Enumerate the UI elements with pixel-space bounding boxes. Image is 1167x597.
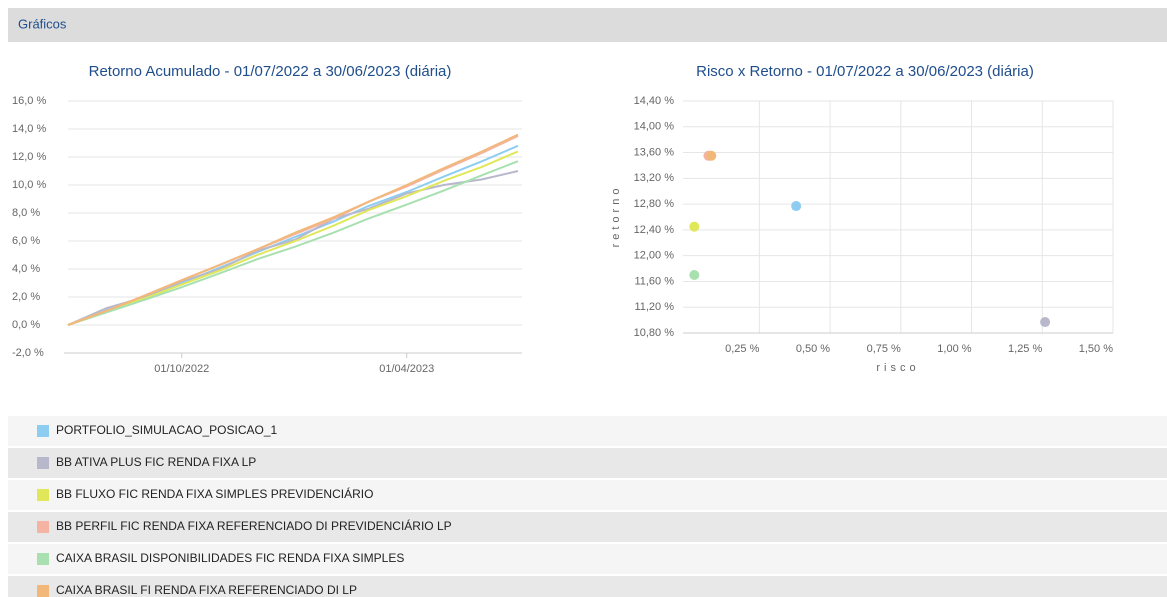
scatter-point bbox=[689, 270, 700, 280]
legend-label: CAIXA BRASIL FI RENDA FIXA REFERENCIADO … bbox=[56, 583, 357, 597]
series-line bbox=[67, 170, 519, 326]
legend-label: BB FLUXO FIC RENDA FIXA SIMPLES PREVIDEN… bbox=[56, 486, 373, 501]
y-tick-label: 0,0 % bbox=[12, 319, 40, 331]
y-tick-label: 14,00 % bbox=[634, 121, 675, 133]
y-tick-label: 8,0 % bbox=[12, 207, 40, 219]
series-line bbox=[67, 150, 519, 326]
legend-row bbox=[8, 416, 1167, 446]
y-tick-label: 12,40 % bbox=[634, 224, 675, 236]
legend-row bbox=[8, 480, 1167, 510]
y-tick-label: 14,40 % bbox=[634, 95, 675, 107]
legend-swatch bbox=[37, 585, 49, 597]
x-tick-label: 0,75 % bbox=[867, 343, 901, 355]
legend-row bbox=[8, 512, 1167, 542]
legend-swatch bbox=[37, 425, 49, 437]
x-tick-label: 1,50 % bbox=[1079, 343, 1113, 355]
y-axis-label: retorno bbox=[610, 185, 622, 248]
y-tick-label: 10,0 % bbox=[12, 179, 46, 191]
scatter-point bbox=[706, 150, 717, 161]
legend-label: BB PERFIL FIC RENDA FIXA REFERENCIADO DI… bbox=[56, 518, 452, 533]
x-tick-label: 0,25 % bbox=[725, 343, 759, 355]
legend-label: BB ATIVA PLUS FIC RENDA FIXA LP bbox=[56, 455, 256, 469]
header-title: Gráficos bbox=[18, 16, 67, 31]
scatter-point bbox=[791, 201, 802, 212]
y-tick-label: 4,0 % bbox=[12, 263, 40, 275]
y-tick-label: 12,00 % bbox=[634, 250, 675, 262]
legend-row bbox=[8, 544, 1167, 574]
y-tick-label: 10,80 % bbox=[634, 327, 675, 339]
y-tick-label: 12,0 % bbox=[12, 151, 46, 163]
y-tick-label: 14,0 % bbox=[12, 123, 46, 135]
legend-row bbox=[8, 576, 1167, 597]
x-axis-label: risco bbox=[876, 362, 919, 374]
y-tick-label: 13,60 % bbox=[634, 146, 675, 158]
y-tick-label: 2,0 % bbox=[12, 291, 40, 303]
y-tick-label: 13,20 % bbox=[634, 172, 675, 184]
legend-label: CAIXA BRASIL DISPONIBILIDADES FIC RENDA … bbox=[56, 551, 404, 565]
y-tick-label: -2,0 % bbox=[12, 347, 44, 359]
y-tick-label: 6,0 % bbox=[12, 235, 40, 247]
x-tick-label: 01/04/2023 bbox=[379, 363, 434, 375]
header-bar bbox=[8, 8, 1167, 42]
x-tick-label: 0,50 % bbox=[796, 343, 830, 355]
x-tick-label: 01/10/2022 bbox=[154, 363, 209, 375]
legend-label: PORTFOLIO_SIMULACAO_POSICAO_1 bbox=[56, 423, 278, 437]
y-tick-label: 12,80 % bbox=[634, 198, 675, 210]
legend-swatch bbox=[37, 457, 49, 469]
series-line bbox=[67, 133, 519, 326]
series-line bbox=[67, 160, 519, 326]
legend-row bbox=[8, 448, 1167, 478]
scatter-point bbox=[1040, 317, 1051, 328]
y-tick-label: 11,60 % bbox=[634, 275, 674, 287]
legend-swatch bbox=[37, 521, 49, 533]
x-tick-label: 1,25 % bbox=[1008, 343, 1042, 355]
legend-swatch bbox=[37, 553, 49, 565]
x-tick-label: 1,00 % bbox=[937, 343, 971, 355]
legend-swatch bbox=[37, 489, 49, 501]
y-tick-label: 16,0 % bbox=[12, 95, 46, 107]
y-tick-label: 11,20 % bbox=[634, 301, 674, 313]
chart-title: Retorno Acumulado - 01/07/2022 a 30/06/2… bbox=[89, 63, 452, 80]
chart-title: Risco x Retorno - 01/07/2022 a 30/06/202… bbox=[696, 63, 1034, 80]
scatter-point bbox=[689, 221, 700, 232]
